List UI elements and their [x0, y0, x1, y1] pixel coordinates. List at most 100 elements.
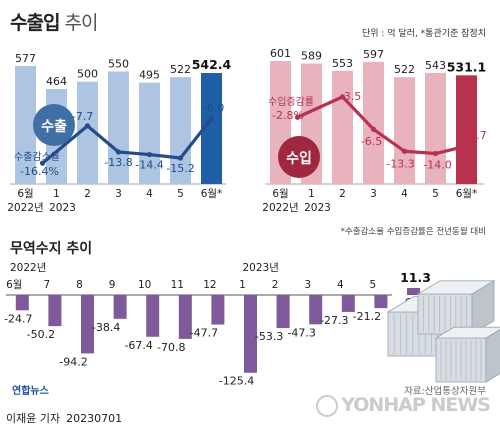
export-rate-point [84, 123, 91, 129]
export-bar-value: 464 [46, 75, 67, 88]
trade-bar-value: -47.3 [287, 326, 315, 339]
import-rate-value: -13.3 [386, 157, 414, 170]
export-bar [15, 65, 36, 184]
trade-bar-value: -47.7 [190, 327, 218, 340]
trade-bar [276, 295, 290, 329]
import-rate-point [401, 148, 408, 154]
yonhap-small-logo: 연합뉴스 [12, 386, 49, 397]
trade-bar-value: -125.4 [219, 375, 254, 388]
export-rate-point [115, 149, 122, 155]
trade-bar-value: -21.2 [353, 310, 381, 323]
container-bottom-right-top [434, 326, 500, 339]
import-bar-value: 531.1 [447, 59, 487, 74]
trade-bar [211, 295, 225, 325]
import-category-label: 1 [308, 188, 315, 200]
import-year-label: 2023 [304, 202, 331, 214]
export-year-label: 2023 [49, 202, 76, 214]
import-rate-point [294, 114, 301, 120]
import-rate-value: -14.0 [423, 159, 451, 172]
export-category-label: 6월 [17, 188, 33, 200]
trade-bar [309, 295, 323, 325]
export-bar [108, 71, 129, 184]
trade-bar-value: -38.4 [92, 321, 120, 334]
export-bar-value: 495 [139, 69, 160, 82]
import-category-label: 4 [401, 188, 408, 200]
trade-category-label: 11 [171, 279, 184, 291]
trade-bar-value: -94.2 [59, 355, 87, 368]
trade-category-label: 8 [76, 279, 83, 291]
import-rate-point [432, 150, 439, 157]
import-rate-value: -2.8% [272, 109, 304, 122]
trade-category-label: 4 [337, 279, 344, 291]
export-bar [139, 82, 160, 184]
title-bold: 수출입 [10, 12, 60, 34]
footnote: *수출감소율 수입증감률은 전년동월 대비 [340, 227, 486, 237]
trade-bar-value: -70.8 [157, 341, 185, 354]
trade-category-label: 12 [203, 279, 216, 291]
yonhap-watermark: YONHAP NEWS [316, 394, 491, 417]
export-category-label: 4 [146, 188, 153, 200]
import-rate-label: 수입증감률 [268, 95, 314, 108]
import-category-label: 2 [339, 188, 346, 200]
import-bar [425, 72, 446, 184]
import-bar-value: 597 [363, 48, 384, 61]
trade-bar [374, 295, 388, 309]
export-rate-point [208, 115, 215, 122]
trade-bar-value: -53.3 [255, 330, 283, 343]
import-rate-value: 3.5 [344, 90, 362, 103]
trade-bar [113, 295, 127, 319]
import-badge-label: 수입 [286, 151, 312, 167]
export-rate-value: -15.2 [166, 162, 194, 175]
export-bar-value: 577 [15, 52, 36, 65]
trade-category-label: 5 [370, 279, 377, 291]
export-rate-value: -7.7 [72, 110, 93, 123]
trade-year-label: 2022년 [10, 262, 46, 274]
trade-bar [244, 295, 257, 373]
export-badge [33, 104, 75, 146]
export-category-label: 2 [84, 188, 91, 200]
trade-bar-value: -50.2 [27, 328, 55, 341]
unit-note: 단위 : 억 달러, *통관기준 잠정치 [361, 29, 486, 39]
export-bar-value: 500 [77, 68, 98, 81]
yonhap-circle-icon [316, 394, 339, 417]
import-bar-value: 553 [332, 57, 353, 70]
export-rate-point [39, 160, 46, 166]
import-bar [394, 77, 415, 184]
trade-year-label: 2023년 [243, 262, 279, 274]
export-category-label: 5 [177, 188, 184, 200]
import-category-label: 6월 [272, 188, 288, 200]
reporter-name: 이재윤 기자 [6, 412, 61, 425]
trade-bar-value: -67.4 [124, 339, 152, 352]
import-bar [332, 70, 353, 184]
trade-bar [146, 295, 160, 337]
import-bar-value: 589 [301, 49, 322, 62]
trade-category-label: 10 [138, 279, 151, 291]
reporter-credit: 이재윤 기자 20230701 [6, 410, 122, 426]
trade-balance-title: 무역수지 추이 [10, 240, 92, 257]
trade-bar [81, 295, 94, 354]
export-rate-value: -14.4 [135, 159, 163, 172]
trade-category-label: 3 [304, 279, 311, 291]
trade-category-label: 9 [109, 279, 116, 291]
container-top-right-side [471, 280, 495, 335]
reporter-date: 20230701 [66, 412, 123, 425]
trade-bar [15, 295, 29, 311]
import-badge [278, 136, 320, 178]
export-rate-line [40, 116, 214, 165]
trade-category-label: 2 [272, 279, 279, 291]
import-rate-point [370, 126, 377, 132]
trade-bar-value: 11.3 [400, 270, 431, 285]
export-bar [201, 73, 222, 184]
page-title: 수출입 추이 [10, 8, 99, 35]
export-category-label: 1 [53, 188, 60, 200]
title-light: 추이 [64, 12, 99, 34]
yonhap-watermark-text: YONHAP NEWS [341, 394, 491, 416]
import-category-label: 6월* [456, 188, 478, 200]
trade-category-label: 1 [239, 279, 246, 291]
import-bar-value: 522 [394, 63, 415, 76]
export-rate-point [177, 155, 184, 161]
export-year-label: 2022년 [7, 202, 43, 214]
trade-category-label: 7 [44, 279, 51, 291]
